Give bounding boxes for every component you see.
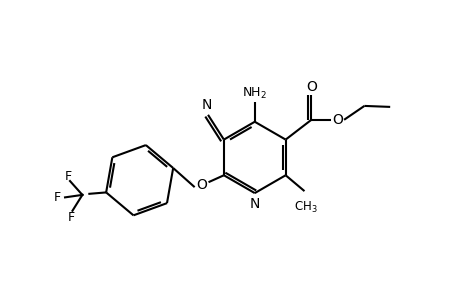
Text: F: F bbox=[68, 211, 75, 224]
Text: N: N bbox=[202, 98, 212, 112]
Text: O: O bbox=[332, 113, 343, 127]
Text: F: F bbox=[65, 169, 72, 183]
Text: NH$_2$: NH$_2$ bbox=[242, 86, 267, 101]
Text: F: F bbox=[54, 191, 61, 204]
Text: CH$_3$: CH$_3$ bbox=[293, 200, 317, 215]
Text: N: N bbox=[249, 197, 259, 211]
Text: O: O bbox=[196, 178, 207, 192]
Text: O: O bbox=[305, 80, 316, 94]
